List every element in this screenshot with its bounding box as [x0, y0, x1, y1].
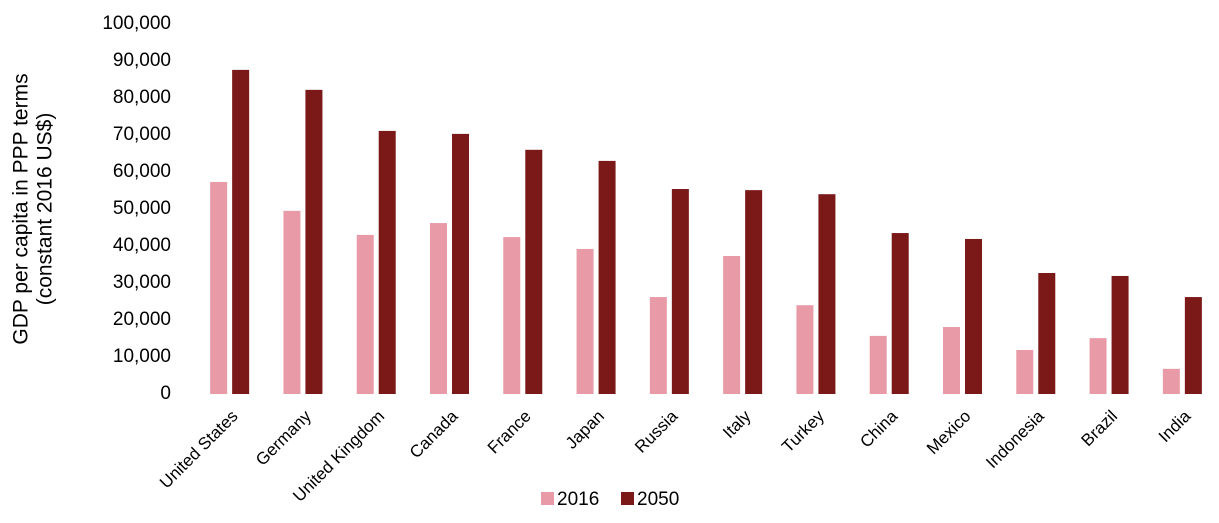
x-tick-label: Canada [406, 406, 462, 462]
bar [671, 189, 689, 394]
bar [305, 89, 323, 395]
y-tick-label: 60,000 [113, 161, 171, 182]
x-tick-label: Turkey [778, 406, 828, 456]
y-tick-label: 70,000 [113, 124, 171, 145]
x-tick-label: India [1155, 406, 1195, 446]
x-tick-label: Mexico [923, 407, 975, 459]
x-tick-label: Russia [631, 406, 682, 457]
x-tick-label: China [856, 406, 901, 451]
legend-label: 2050 [637, 489, 679, 510]
bar [1038, 273, 1056, 394]
bar [649, 297, 667, 394]
x-tick-label: United States [156, 407, 242, 493]
bar [1162, 368, 1180, 394]
y-tick-label: 10,000 [113, 346, 171, 367]
y-axis-label: (constant 2016 US$) [34, 113, 57, 306]
bar [891, 233, 909, 394]
bar [869, 335, 887, 394]
bar [503, 237, 521, 394]
x-tick-label: Japan [562, 407, 608, 453]
bar [430, 223, 447, 394]
bar [1184, 297, 1202, 394]
bar [356, 234, 374, 394]
y-tick-label: 80,000 [113, 87, 171, 108]
x-tick-label: Italy [719, 406, 755, 442]
x-tick-label: Brazil [1078, 407, 1121, 450]
bar [210, 181, 228, 394]
y-axis-label: GDP per capita in PPP terms [10, 73, 33, 344]
bar [378, 130, 396, 394]
legend-swatch [621, 492, 634, 505]
bar [723, 255, 741, 394]
y-tick-label: 20,000 [113, 309, 171, 330]
y-tick-label: 50,000 [113, 198, 171, 219]
legend-label: 2016 [557, 489, 599, 510]
bar [525, 149, 543, 394]
x-tick-label: Germany [252, 406, 315, 469]
bar [818, 194, 836, 394]
bar [576, 248, 594, 394]
bar [1016, 349, 1034, 394]
y-tick-label: 30,000 [113, 272, 171, 293]
bar [1089, 338, 1107, 394]
bar [452, 133, 469, 394]
bar [796, 305, 814, 394]
bar [283, 210, 301, 394]
legend-swatch [541, 492, 554, 505]
y-tick-label: 90,000 [113, 50, 171, 71]
x-tick-label: France [484, 407, 535, 458]
x-tick-label: Indonesia [982, 406, 1048, 472]
bar [745, 190, 763, 394]
y-tick-label: 40,000 [113, 235, 171, 256]
bar [965, 238, 982, 394]
y-tick-label: 100,000 [102, 13, 171, 34]
bar [598, 160, 616, 394]
y-tick-label: 0 [160, 383, 171, 404]
bar [943, 327, 960, 394]
bar [1111, 275, 1129, 394]
bar [232, 69, 250, 394]
